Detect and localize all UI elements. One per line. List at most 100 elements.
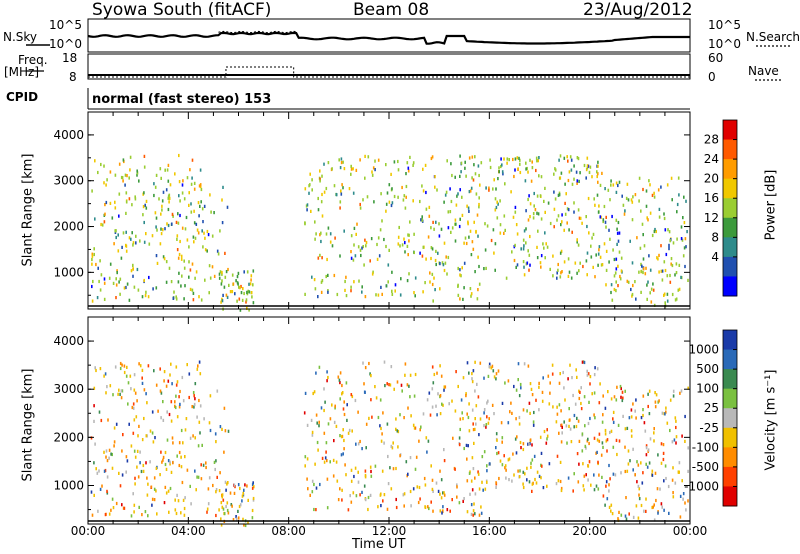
data-point — [193, 405, 195, 409]
data-point — [206, 510, 208, 514]
data-point — [121, 473, 124, 477]
data-point — [215, 440, 217, 444]
data-point — [409, 220, 411, 224]
data-point — [167, 196, 170, 200]
data-point — [221, 299, 224, 303]
data-point — [136, 465, 138, 469]
data-point — [394, 283, 397, 287]
data-point — [408, 233, 410, 237]
data-point — [93, 386, 96, 390]
data-point — [315, 413, 318, 417]
data-point — [617, 239, 620, 243]
data-point — [463, 261, 466, 265]
data-point — [163, 257, 166, 261]
data-point — [100, 162, 102, 167]
data-point — [339, 166, 342, 170]
data-point — [576, 416, 578, 420]
data-point — [559, 372, 561, 376]
data-point — [608, 228, 610, 232]
data-point — [323, 387, 325, 391]
data-point — [441, 402, 443, 406]
data-point — [681, 479, 683, 483]
data-point — [115, 296, 117, 300]
data-point — [382, 411, 384, 415]
data-point — [391, 187, 393, 191]
data-point — [236, 275, 239, 279]
data-point — [431, 282, 434, 287]
data-point — [459, 427, 461, 432]
data-point — [132, 431, 135, 435]
data-point — [241, 298, 244, 302]
data-point — [620, 256, 623, 260]
data-point — [486, 415, 488, 419]
data-point — [617, 264, 619, 268]
data-point — [143, 278, 145, 283]
data-point — [237, 483, 240, 487]
data-point — [519, 158, 521, 162]
data-point — [153, 476, 156, 480]
data-point — [593, 373, 596, 377]
data-point — [587, 196, 590, 201]
data-point — [465, 174, 467, 178]
data-point — [125, 211, 127, 215]
velocity-colorbar-label: Velocity [m s⁻¹] — [763, 369, 779, 471]
data-point — [485, 266, 487, 270]
data-point — [435, 262, 437, 267]
data-point — [392, 441, 394, 445]
data-point — [118, 192, 121, 196]
data-point — [546, 484, 548, 488]
data-point — [103, 220, 106, 224]
data-point — [170, 362, 172, 366]
data-point — [250, 291, 253, 295]
data-point — [468, 156, 471, 160]
data-point — [209, 193, 211, 197]
data-point — [472, 428, 475, 432]
data-point — [635, 416, 637, 420]
data-point — [446, 159, 448, 163]
data-point — [221, 270, 223, 275]
data-point — [682, 254, 685, 258]
data-point — [181, 226, 184, 230]
data-point — [222, 293, 224, 297]
data-point — [553, 225, 555, 229]
data-point — [478, 202, 480, 207]
data-point — [488, 188, 490, 192]
data-point — [181, 191, 184, 195]
data-point — [443, 491, 445, 495]
data-point — [425, 436, 428, 440]
data-point — [459, 273, 461, 277]
data-point — [669, 398, 672, 402]
data-point — [612, 445, 615, 449]
data-point — [359, 206, 362, 210]
data-point — [326, 379, 328, 383]
data-point — [99, 259, 101, 263]
colorbar-segment — [723, 256, 737, 277]
data-point — [221, 198, 223, 202]
data-point — [387, 454, 389, 459]
data-point — [675, 262, 678, 266]
data-point — [105, 183, 107, 187]
data-point — [435, 404, 437, 408]
data-point — [136, 267, 139, 272]
data-point — [663, 508, 665, 512]
data-point — [355, 232, 357, 236]
data-point — [424, 281, 426, 285]
data-point — [602, 394, 604, 398]
data-point — [329, 460, 331, 464]
data-point — [504, 381, 506, 385]
data-point — [414, 426, 417, 430]
data-point — [199, 204, 201, 208]
data-point — [125, 470, 127, 474]
data-point — [657, 188, 660, 192]
data-point — [198, 214, 200, 218]
data-point — [407, 253, 409, 257]
data-point — [621, 194, 623, 198]
data-point — [567, 208, 570, 212]
data-point — [156, 228, 158, 232]
data-point — [143, 191, 145, 195]
data-point — [473, 441, 475, 445]
data-point — [178, 252, 181, 257]
data-point — [336, 292, 339, 297]
data-point — [520, 386, 522, 390]
data-point — [164, 227, 166, 231]
